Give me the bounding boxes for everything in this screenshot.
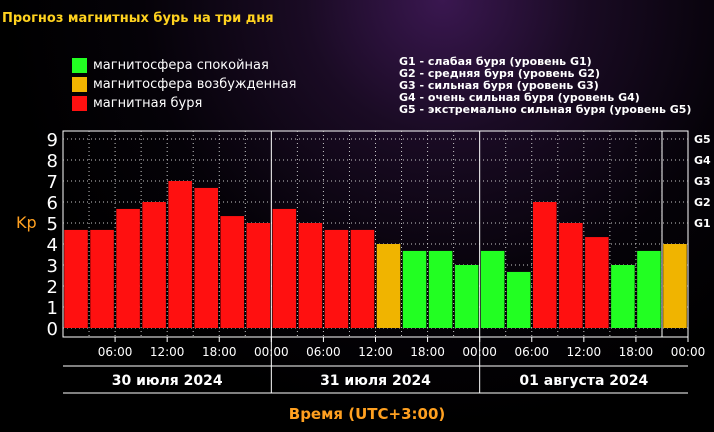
legend-item-quiet: магнитосфера спокойная [72, 56, 296, 75]
time-tick-label: 06:00 [306, 345, 341, 359]
y-tick-label: 8 [47, 151, 58, 172]
y-tick-label: 1 [47, 298, 58, 319]
kp-bar [116, 208, 140, 328]
kp-bar [350, 229, 375, 328]
kp-bar [298, 223, 323, 328]
storm-level-g2: G2 - средняя буря (уровень G2) [399, 67, 600, 80]
storm-level-g3: G3 - сильная буря (уровень G3) [399, 79, 599, 92]
day-label: 31 июля 2024 [320, 373, 431, 389]
storm-level-g4: G4 - очень сильная буря (уровень G4) [399, 91, 640, 104]
kp-bar [585, 237, 609, 328]
kp-bar [428, 250, 453, 328]
g-level-label: G5 [694, 133, 711, 146]
page-title: Прогноз магнитных бурь на три дня [2, 11, 274, 26]
kp-bar [663, 244, 687, 328]
kp-bar [272, 208, 297, 328]
y-tick-label: 2 [47, 277, 58, 298]
kp-bar [324, 229, 349, 328]
time-tick-label: 00:00 [462, 345, 497, 359]
y-tick-label: 0 [47, 319, 58, 340]
kp-bar [480, 250, 505, 328]
y-tick-label: 3 [47, 256, 58, 277]
y-tick-label: 4 [47, 235, 58, 256]
time-tick-label: 18:00 [202, 345, 237, 359]
legend-swatch-quiet [72, 58, 87, 73]
time-tick-label: 06:00 [98, 345, 133, 359]
storm-level-legend: G1 - слабая буря (уровень G1) G2 - средн… [399, 56, 691, 116]
time-tick-label: 06:00 [514, 345, 549, 359]
x-axis-title: Время (UTC+3:00) [288, 405, 446, 423]
y-tick-label: 5 [47, 214, 58, 235]
g-level-label: G1 [694, 217, 711, 230]
g-level-label: G4 [694, 154, 711, 167]
kp-bar [402, 250, 427, 328]
kp-bar [454, 265, 479, 328]
day-label: 01 августа 2024 [519, 373, 648, 389]
kp-bar [64, 229, 88, 328]
kp-bar [142, 202, 166, 328]
legend-item-excited: магнитосфера возбужденная [72, 75, 296, 94]
y-tick-label: 9 [47, 130, 58, 151]
kp-bar [559, 223, 583, 328]
legend-label-excited: магнитосфера возбужденная [93, 77, 297, 92]
time-tick-label: 12:00 [150, 345, 185, 359]
storm-level-g5: G5 - экстремально сильная буря (уровень … [399, 103, 692, 116]
kp-bar [194, 187, 218, 328]
kp-bar [246, 223, 271, 328]
legend-label-quiet: магнитосфера спокойная [93, 58, 269, 73]
time-tick-label: 18:00 [410, 345, 445, 359]
kp-bar [220, 216, 245, 328]
time-tick-label: 12:00 [567, 345, 602, 359]
kp-bar [168, 181, 192, 328]
g-level-label: G2 [694, 196, 711, 209]
g-level-label: G3 [694, 175, 711, 188]
kp-bar [90, 229, 114, 328]
color-legend: магнитосфера спокойная магнитосфера возб… [72, 56, 296, 113]
kp-bar [506, 271, 531, 328]
kp-bar [611, 265, 635, 328]
time-tick-label: 00:00 [671, 345, 706, 359]
y-tick-label: 7 [47, 172, 58, 193]
legend-swatch-excited [72, 77, 87, 92]
kp-bar [533, 202, 557, 328]
y-axis-label: Kp [16, 213, 37, 232]
time-tick-label: 00:00 [254, 345, 289, 359]
time-tick-label: 12:00 [358, 345, 393, 359]
kp-bar [376, 244, 401, 328]
legend-label-storm: магнитная буря [93, 96, 203, 111]
legend-item-storm: магнитная буря [72, 94, 296, 113]
legend-swatch-storm [72, 96, 87, 111]
day-label: 30 июля 2024 [112, 373, 223, 389]
time-tick-label: 18:00 [619, 345, 654, 359]
kp-bar [637, 250, 661, 328]
y-tick-label: 6 [47, 193, 58, 214]
storm-level-g1: G1 - слабая буря (уровень G1) [399, 55, 592, 68]
